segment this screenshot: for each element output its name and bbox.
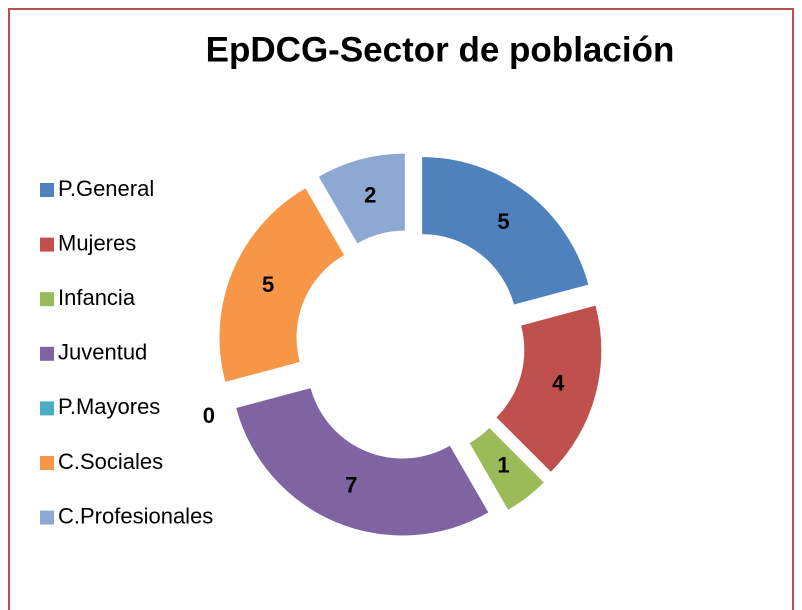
legend-label: C.Sociales	[58, 449, 163, 474]
data-label: 0	[203, 403, 215, 428]
legend-label: P.Mayores	[58, 394, 160, 419]
data-label: 4	[552, 371, 565, 396]
legend-swatch	[40, 237, 54, 252]
legend-swatch	[40, 456, 54, 470]
donut-segment	[422, 157, 589, 305]
donut-segment	[469, 428, 544, 510]
legend-label: Juventud	[58, 340, 147, 365]
legend-label: C.Profesionales	[58, 503, 213, 528]
legend-swatch	[40, 183, 54, 197]
data-label: 2	[364, 183, 376, 208]
legend-swatch	[40, 401, 54, 416]
donut-segment	[496, 305, 602, 472]
data-label: 5	[262, 272, 274, 297]
donut-segment	[236, 388, 489, 536]
donut-segment	[318, 153, 405, 244]
legend-swatch	[40, 292, 54, 307]
legend-swatch	[40, 510, 54, 525]
legend-label: Infancia	[58, 285, 136, 310]
donut-segment	[219, 188, 345, 382]
chart-title: EpDCG-Sector de población	[206, 30, 675, 69]
data-label: 5	[497, 209, 509, 234]
legend-swatch	[40, 346, 54, 361]
legend-label: Mujeres	[58, 230, 136, 255]
legend-label: P.General	[58, 176, 154, 201]
data-label: 1	[497, 453, 509, 478]
data-label: 7	[345, 473, 357, 498]
